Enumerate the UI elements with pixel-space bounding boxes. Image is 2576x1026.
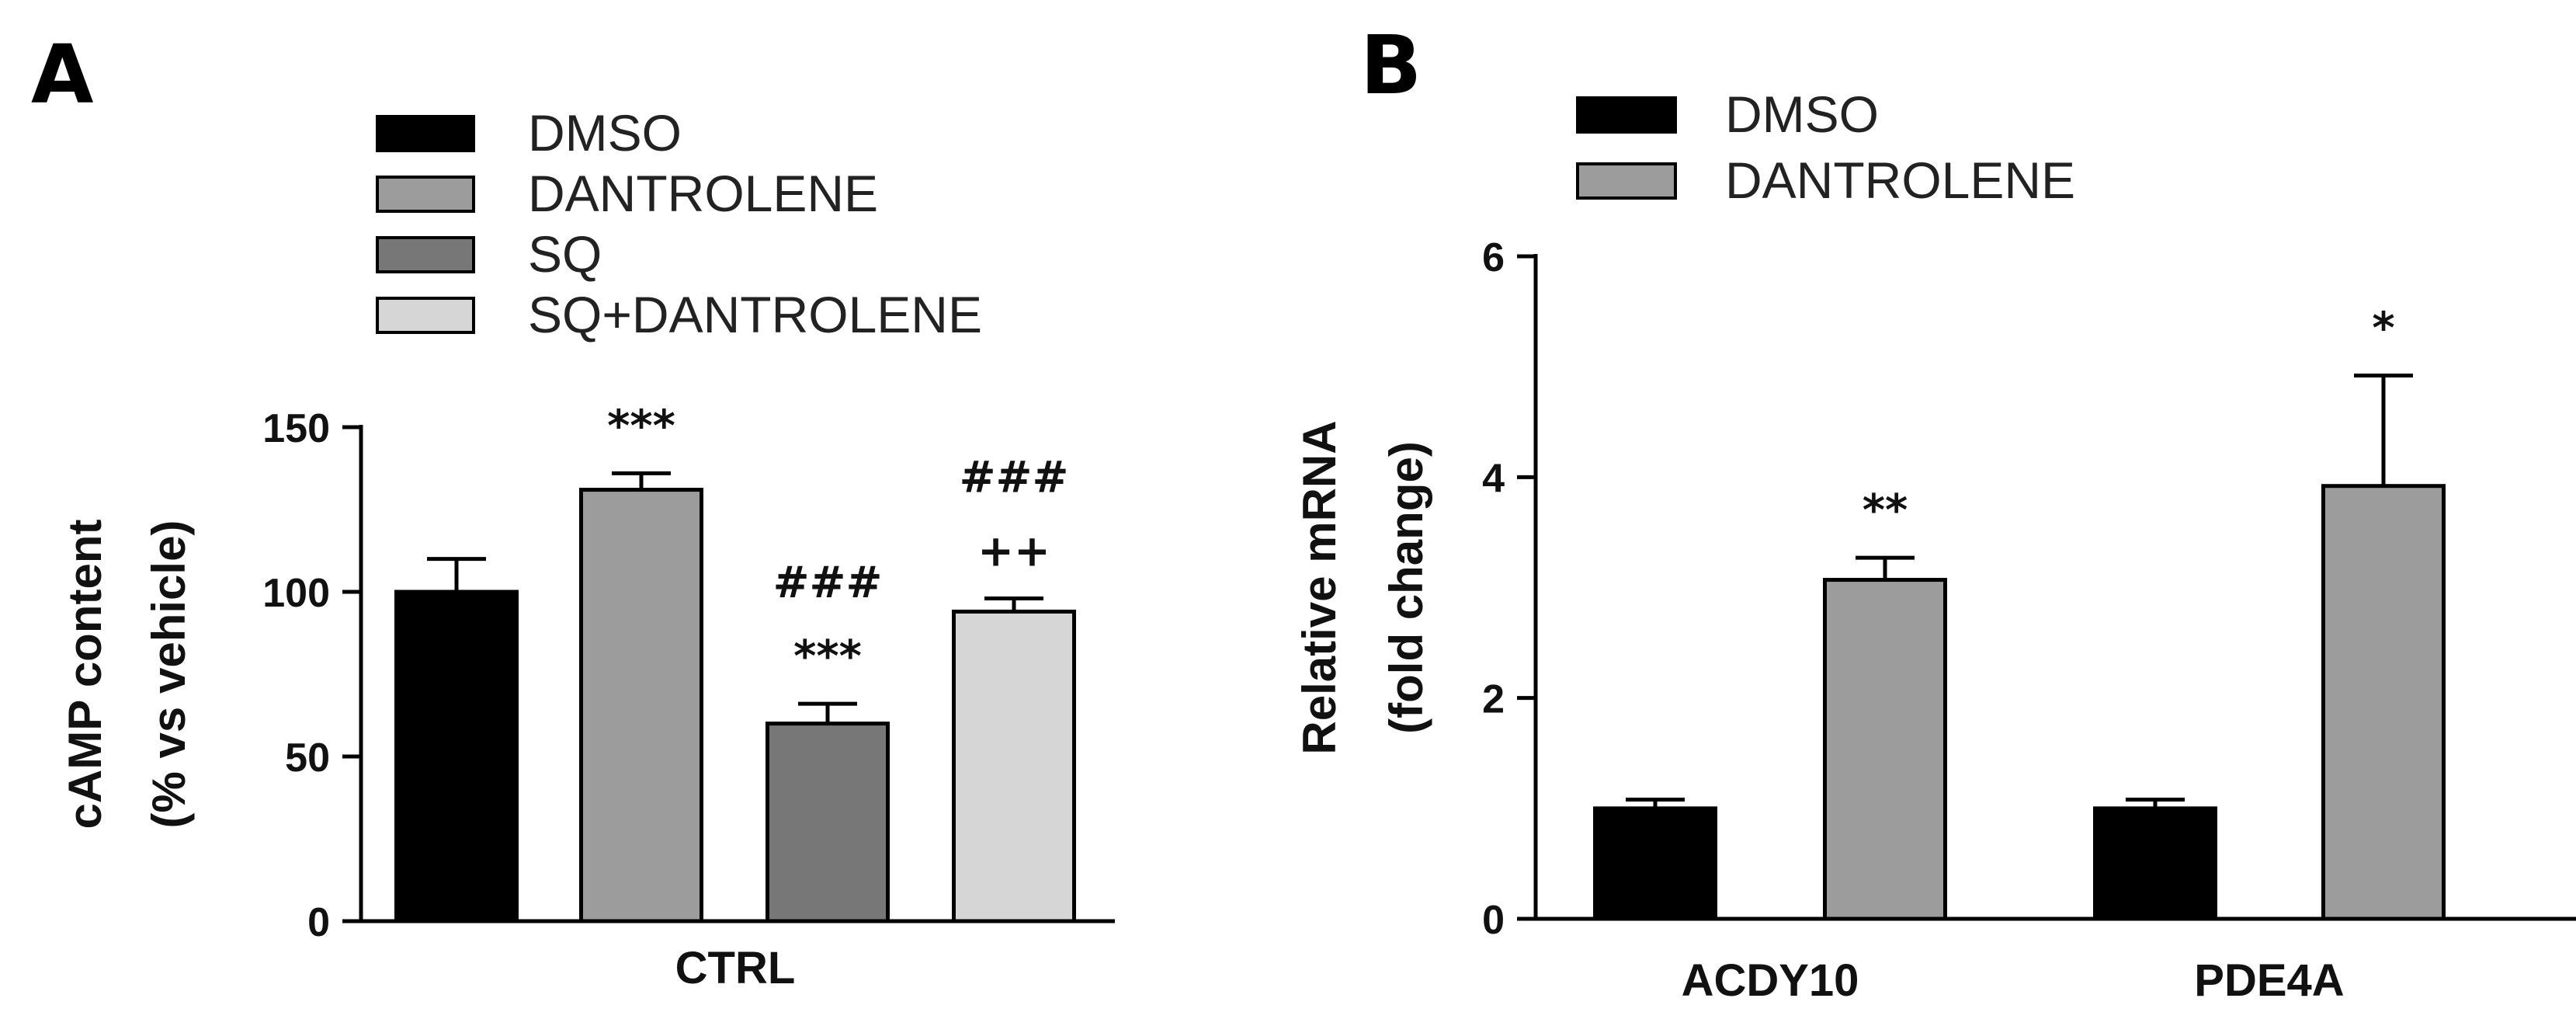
legend-label: DANTROLENE <box>1725 151 2075 209</box>
legend-swatch-sq-dantrolene <box>376 297 475 334</box>
legend-swatch-dantrolene <box>1576 162 1677 200</box>
legend-label: DMSO <box>1725 85 1879 143</box>
y-tick-label: 6 <box>1482 235 1505 280</box>
legend-label: SQ <box>528 225 602 283</box>
significance-label: ### <box>773 558 883 608</box>
panel-b-letter: B <box>1360 18 1422 113</box>
bar <box>579 488 703 923</box>
bar <box>1823 578 1947 921</box>
legend-label: DANTROLENE <box>528 165 878 222</box>
y-tick-label: 0 <box>307 900 330 945</box>
x-category-label: CTRL <box>675 943 796 993</box>
significance-label: ### <box>960 452 1069 503</box>
panel-b-legend: DMSO DANTROLENE <box>1576 85 2075 209</box>
y-tick-label: 4 <box>1482 456 1505 501</box>
y-tick-label: 0 <box>1482 898 1505 943</box>
significance-label: *** <box>607 401 675 451</box>
panel-b: B DMSO DANTROLENE Relative mRNA (fold chan… <box>1293 18 2576 1006</box>
y-axis-title-line: (fold change) <box>1380 441 1432 734</box>
legend-swatch-dmso <box>1576 96 1677 134</box>
significance-label: *** <box>793 631 862 682</box>
legend-swatch-dmso <box>376 115 475 152</box>
panel-b-bars: *** <box>1593 304 2446 921</box>
significance-label: ** <box>1863 485 1908 536</box>
x-category-label: ACDY10 <box>1682 955 1859 1006</box>
y-axis-title-line: cAMP content <box>59 520 111 829</box>
panel-a-y-axis-title: cAMP content (% vs vehicle) <box>59 520 195 829</box>
legend-swatch-sq <box>376 236 475 273</box>
y-tick-label: 2 <box>1482 677 1505 722</box>
y-tick-label: 50 <box>285 736 330 781</box>
bar <box>394 590 519 923</box>
y-axis-title-line: (% vs vehicle) <box>143 520 195 829</box>
panel-a-letter: A <box>31 27 94 122</box>
legend-label: SQ+DANTROLENE <box>528 286 982 343</box>
y-tick-label: 150 <box>262 406 330 451</box>
legend-swatch-dantrolene <box>376 176 475 213</box>
bar <box>1593 806 1717 921</box>
significance-label: ++ <box>977 526 1050 576</box>
bar <box>766 722 890 923</box>
bar <box>2321 484 2446 921</box>
panel-b-y-axis-title: Relative mRNA (fold change) <box>1293 420 1432 754</box>
legend-label: DMSO <box>528 104 682 162</box>
bar <box>952 609 1076 923</box>
x-category-label: PDE4A <box>2194 955 2344 1006</box>
y-tick-label: 100 <box>262 571 330 616</box>
y-axis-title-line: Relative mRNA <box>1293 420 1345 754</box>
panel-a-bars: *** ### *** ### ++ <box>394 401 1076 923</box>
bar <box>2093 806 2217 921</box>
significance-label: * <box>2372 304 2394 354</box>
